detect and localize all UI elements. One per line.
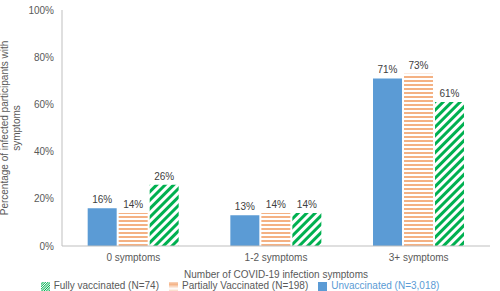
svg-text:1-2 symptoms: 1-2 symptoms — [245, 252, 308, 263]
svg-text:26%: 26% — [154, 171, 174, 182]
svg-text:13%: 13% — [235, 201, 255, 212]
html-text:Partially Vaccinated (N=198): Partially Vaccinated (N=198) — [182, 280, 309, 291]
svg-text:0%: 0% — [40, 241, 55, 252]
svg-text:14%: 14% — [266, 199, 286, 210]
svg-text:71%: 71% — [378, 64, 398, 75]
svg-text:Percentage of infected partici: Percentage of infected participants with… — [8, 41, 22, 216]
svg-text:80%: 80% — [34, 52, 54, 63]
svg-text:Number of COVID-19 infection s: Number of COVID-19 infection symptoms — [184, 269, 368, 280]
svg-text:0 symptoms: 0 symptoms — [106, 252, 160, 263]
svg-text:60%: 60% — [34, 99, 54, 110]
svg-text:100%: 100% — [28, 5, 54, 16]
svg-text:73%: 73% — [409, 60, 429, 71]
svg-text:20%: 20% — [34, 193, 54, 204]
svg-text:40%: 40% — [34, 146, 54, 157]
svg-text:61%: 61% — [440, 88, 460, 99]
html-text:Fully vaccinated (N=74): Fully vaccinated (N=74) — [53, 280, 159, 291]
svg-text:14%: 14% — [297, 199, 317, 210]
svg-text:3+ symptoms: 3+ symptoms — [389, 252, 449, 263]
svg-text:14%: 14% — [123, 199, 143, 210]
svg-text:16%: 16% — [92, 194, 112, 205]
html-text:Unvaccinated (N=3,018): Unvaccinated (N=3,018) — [331, 280, 440, 291]
